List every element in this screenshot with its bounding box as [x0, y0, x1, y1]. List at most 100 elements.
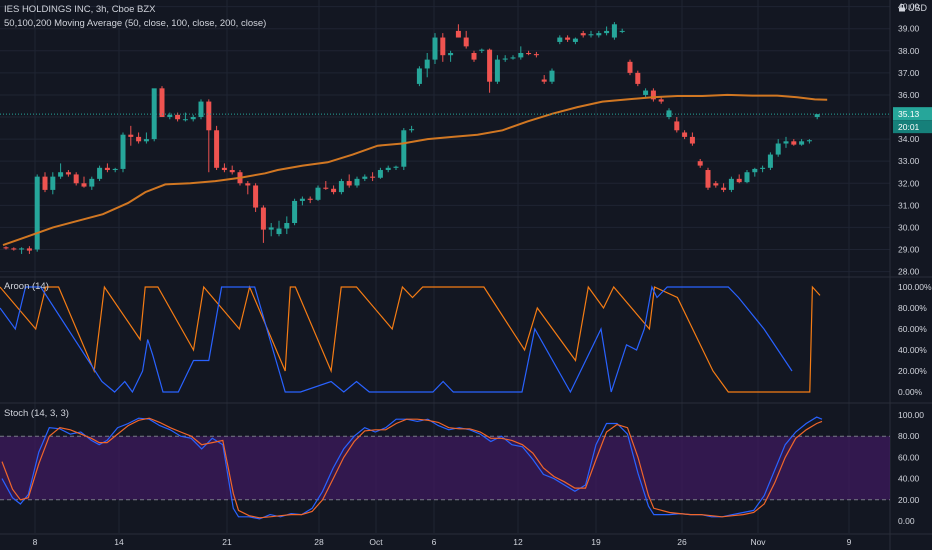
candle-body	[253, 185, 259, 208]
candle-body	[385, 167, 391, 171]
candle-body	[362, 176, 368, 179]
candle-body	[409, 129, 415, 131]
price-axis-tick: 32.00	[898, 178, 920, 188]
candle-body	[674, 121, 680, 131]
candle-body	[580, 33, 586, 36]
candle-body	[526, 52, 532, 55]
currency-label: USD	[908, 3, 928, 13]
candle-body	[284, 223, 290, 229]
stoch-axis-tick: 0.00	[898, 516, 915, 526]
candle-body	[572, 38, 578, 42]
candle-body	[128, 134, 134, 137]
time-axis-tick: 14	[114, 537, 124, 547]
currency-selector[interactable]: USD	[898, 3, 927, 13]
stoch-d-line	[1, 417, 823, 519]
candle-body	[588, 34, 594, 36]
candle-body	[432, 37, 438, 60]
candle-body	[596, 33, 602, 36]
candle-body	[463, 37, 469, 47]
candle-body	[814, 114, 820, 118]
price-axis-tick: 39.00	[898, 24, 920, 34]
candle-body	[354, 178, 360, 186]
candle-body	[346, 181, 352, 186]
chart-title: IES HOLDINGS INC, 3h, Cboe BZX	[4, 4, 156, 15]
candle-body	[479, 49, 485, 51]
candle-body	[518, 52, 524, 58]
price-axis-tick: 31.00	[898, 200, 920, 210]
countdown-badge: 20:01	[898, 122, 920, 132]
candle-body	[299, 198, 305, 201]
candle-body	[760, 167, 766, 169]
candle-body	[541, 79, 547, 82]
candle-body	[19, 248, 25, 250]
candle-body	[721, 187, 727, 190]
aroon-axis-tick: 20.00%	[898, 366, 927, 376]
price-axis-tick: 40.00	[898, 2, 920, 12]
price-axis-tick: 28.00	[898, 267, 920, 277]
candle-body	[697, 161, 703, 166]
stoch-axis-tick: 20.00	[898, 495, 920, 505]
candle-body	[206, 101, 212, 131]
candle-body	[81, 183, 87, 187]
time-axis-tick: 19	[591, 537, 601, 547]
candle-body	[3, 247, 9, 249]
aroon-axis-tick: 60.00%	[898, 324, 927, 334]
price-badge-bg	[893, 107, 932, 121]
candle-body	[643, 90, 649, 95]
candle-body	[260, 207, 266, 230]
candle-body	[448, 52, 454, 56]
aroon-axis-tick: 100.00%	[898, 282, 932, 292]
candle-body	[705, 170, 711, 188]
candle-body	[455, 30, 461, 38]
price-axis-tick: 33.00	[898, 156, 920, 166]
candle-body	[136, 136, 142, 142]
countdown-badge-bg	[893, 120, 932, 134]
candle-body	[292, 200, 298, 224]
price-axis-tick: 30.00	[898, 222, 920, 232]
candle-body	[315, 187, 321, 200]
candle-body	[401, 130, 407, 167]
candle-body	[604, 30, 610, 34]
stoch-axis-tick: 60.00	[898, 452, 920, 462]
price-axis-tick: 37.00	[898, 68, 920, 78]
candle-body	[627, 61, 633, 73]
stoch-axis-tick: 80.00	[898, 431, 920, 441]
candle-body	[510, 57, 516, 59]
candle-body	[682, 132, 688, 137]
time-axis-tick: 21	[222, 537, 232, 547]
candle-body	[565, 37, 571, 40]
candle-body	[440, 37, 446, 56]
aroon-up-line	[0, 285, 821, 393]
candle-body	[73, 174, 79, 184]
candle-body	[494, 59, 500, 82]
candle-body	[276, 228, 282, 235]
candle-body	[89, 178, 95, 187]
candle-body	[112, 168, 118, 171]
candle-body	[471, 52, 477, 60]
price-axis-tick: 29.00	[898, 245, 920, 255]
stoch-axis-tick: 40.00	[898, 474, 920, 484]
lock-icon	[899, 4, 905, 12]
price-axis-tick: 36.00	[898, 90, 920, 100]
aroon-legend: Aroon (14)	[4, 281, 49, 292]
candle-body	[658, 99, 664, 102]
aroon-axis-tick: 0.00%	[898, 387, 923, 397]
candle-body	[752, 168, 758, 173]
candle-body	[65, 172, 71, 175]
time-axis-tick: 26	[677, 537, 687, 547]
time-axis-tick: 8	[33, 537, 38, 547]
time-axis-tick: Oct	[369, 537, 383, 547]
candle-body	[143, 139, 149, 142]
price-badge: 35.13	[898, 109, 920, 119]
candle-body	[323, 187, 329, 189]
candle-body	[767, 154, 773, 168]
candle-body	[377, 170, 383, 178]
candle-body	[783, 141, 789, 144]
candle-body	[214, 130, 220, 168]
candle-body	[97, 167, 103, 179]
candle-body	[728, 178, 734, 190]
candle-body	[487, 49, 493, 82]
stoch-axis-tick: 100.00	[898, 410, 924, 420]
candle-body	[557, 37, 563, 42]
